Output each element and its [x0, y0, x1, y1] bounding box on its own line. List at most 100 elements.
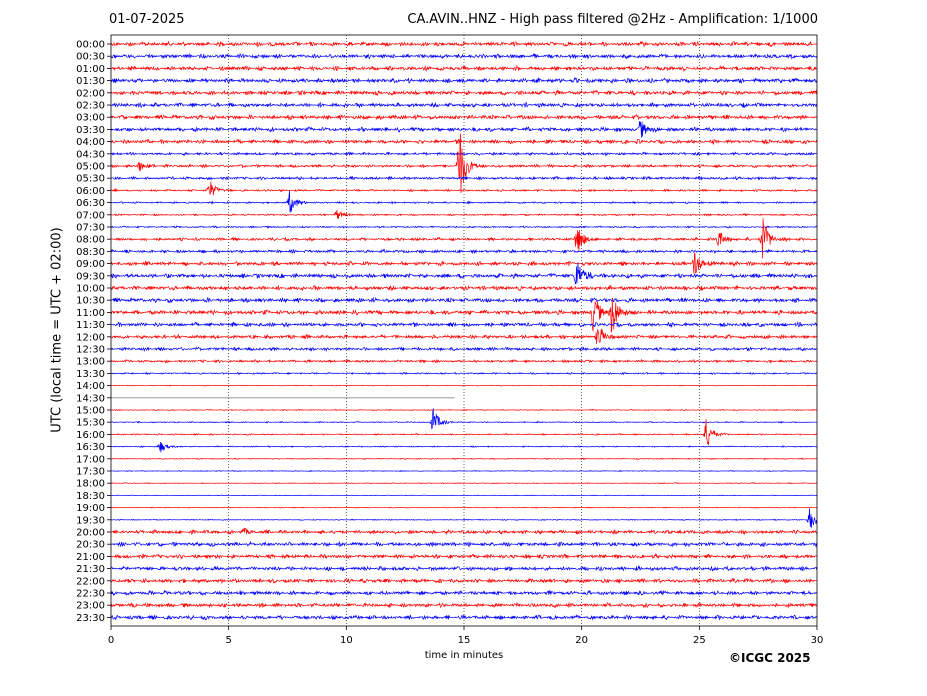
y-tick-label: 05:00	[76, 162, 105, 173]
y-tick-label: 13:30	[76, 369, 105, 380]
trace-0500	[111, 133, 817, 194]
trace-0630	[111, 190, 817, 213]
trace-2100	[111, 553, 817, 560]
trace-0030	[111, 52, 817, 60]
copyright-label: ©ICGC 2025	[729, 651, 811, 665]
y-tick-label: 16:30	[76, 442, 105, 453]
trace-0900	[111, 252, 817, 274]
trace-0530	[111, 175, 817, 181]
y-tick-label: 22:30	[76, 589, 105, 600]
trace-1100	[111, 298, 817, 333]
trace-1200	[111, 328, 817, 344]
x-tick-label: 0	[108, 635, 114, 646]
y-tick-label: 15:00	[76, 406, 105, 417]
y-tick-label: 09:30	[76, 271, 105, 282]
y-tick-label: 08:30	[76, 247, 105, 258]
y-tick-label: 21:30	[76, 564, 105, 575]
y-tick-label: 01:30	[76, 76, 105, 87]
trace-1700	[111, 457, 817, 461]
y-tick-label: 03:30	[76, 125, 105, 136]
trace-0130	[111, 76, 817, 84]
y-tick-label: 08:00	[76, 235, 105, 246]
trace-0830	[111, 248, 817, 255]
y-tick-label: 23:30	[76, 613, 105, 624]
trace-1400	[111, 384, 817, 387]
y-tick-label: 06:00	[76, 186, 105, 197]
y-tick-label: 15:30	[76, 418, 105, 429]
y-tick-label: 01:00	[76, 64, 105, 75]
y-tick-label: 12:00	[76, 332, 105, 343]
y-tick-label: 18:00	[76, 479, 105, 490]
x-tick-label: 15	[458, 635, 471, 646]
trace-2230	[111, 589, 817, 597]
y-tick-label: 19:30	[76, 515, 105, 526]
trace-0230	[111, 101, 817, 109]
y-tick-label: 03:00	[76, 113, 105, 124]
trace-1030	[111, 296, 817, 304]
y-tick-label: 20:30	[76, 540, 105, 551]
trace-2130	[111, 565, 817, 572]
y-tick-label: 14:30	[76, 393, 105, 404]
y-tick-label: 02:00	[76, 88, 105, 99]
x-tick-label: 5	[225, 635, 231, 646]
trace-1800	[111, 482, 817, 485]
trace-0600	[111, 181, 817, 196]
trace-0100	[111, 64, 817, 73]
trace-2000	[111, 527, 817, 536]
trace-1500	[111, 408, 817, 412]
trace-1230	[111, 346, 817, 353]
y-tick-label: 12:30	[76, 345, 105, 356]
trace-1530	[111, 408, 817, 430]
y-tick-label: 23:00	[76, 601, 105, 612]
y-tick-label: 10:00	[76, 284, 105, 295]
y-tick-label: 10:30	[76, 296, 105, 307]
trace-0330	[111, 121, 817, 138]
trace-1900	[111, 506, 817, 509]
date-label: 01-07-2025	[109, 12, 185, 27]
trace-0400	[111, 138, 817, 146]
trace-0200	[111, 89, 817, 97]
y-tick-label: 04:00	[76, 137, 105, 148]
y-tick-label: 07:00	[76, 210, 105, 221]
trace-1630	[111, 442, 817, 453]
trace-1730	[111, 469, 817, 473]
trace-1130	[111, 321, 817, 329]
trace-2030	[111, 540, 817, 548]
y-tick-label: 17:00	[76, 454, 105, 465]
trace-0730	[111, 225, 817, 229]
x-tick-label: 30	[811, 635, 824, 646]
y-tick-label: 07:30	[76, 223, 105, 234]
y-tick-label: 16:00	[76, 430, 105, 441]
trace-2300	[111, 601, 817, 609]
plot-frame	[110, 34, 818, 627]
y-tick-label: 14:00	[76, 381, 105, 392]
y-tick-label: 05:30	[76, 174, 105, 185]
y-tick-label: 00:00	[76, 40, 105, 51]
trace-1300	[111, 358, 817, 364]
y-tick-label: 04:30	[76, 149, 105, 160]
trace-0700	[111, 209, 817, 219]
trace-0300	[111, 113, 817, 121]
chart-title: CA.AVIN..HNZ - High pass filtered @2Hz -…	[407, 12, 818, 27]
y-tick-label: 11:30	[76, 320, 105, 331]
trace-2200	[111, 577, 817, 584]
y-tick-label: 00:30	[76, 52, 105, 63]
trace-0800	[111, 218, 817, 259]
traces-group	[111, 40, 817, 621]
trace-0930	[111, 262, 817, 285]
trace-2330	[111, 614, 817, 621]
trace-1930	[111, 508, 817, 528]
trace-1330	[111, 371, 817, 376]
y-tick-label: 22:00	[76, 576, 105, 587]
trace-1000	[111, 284, 817, 292]
y-tick-label: 19:00	[76, 503, 105, 514]
x-tick-label: 25	[693, 635, 706, 646]
y-tick-label: 21:00	[76, 552, 105, 563]
y-tick-label: 11:00	[76, 308, 105, 319]
y-tick-label: 17:30	[76, 467, 105, 478]
y-tick-label: 18:30	[76, 491, 105, 502]
x-axis-label: time in minutes	[424, 650, 504, 661]
trace-1600	[111, 418, 817, 446]
